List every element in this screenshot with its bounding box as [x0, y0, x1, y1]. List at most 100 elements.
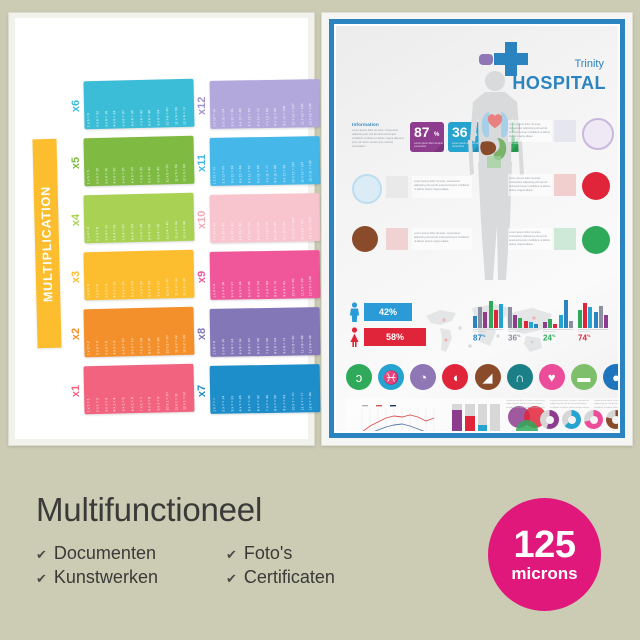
feature-item: ✔ Documenten — [36, 544, 158, 562]
poster-inner-canvas: Trinity HOSPITAL Information Lorem ipsum… — [336, 26, 618, 431]
bar — [578, 310, 583, 328]
equation: 12 x 9 = 108 — [309, 276, 313, 297]
female-icon — [350, 327, 359, 347]
equation: 10 x 8 = 80 — [291, 335, 296, 354]
equation: 4 x 2 = 8 — [113, 340, 117, 355]
sleep-bed-icon: ▬ — [570, 364, 597, 390]
donut-chart — [540, 410, 559, 429]
equation: 12 x 7 = 84 — [309, 392, 313, 411]
equation: 12 x 10 = 120 — [309, 217, 313, 240]
bar — [473, 316, 478, 328]
times-table-label: x11 — [196, 154, 208, 172]
kidney-callout-icon — [582, 172, 610, 200]
equation: 5 x 9 = 45 — [248, 281, 252, 298]
vbar-fill — [477, 424, 488, 431]
brain-callout-icon — [582, 118, 614, 150]
bar — [593, 311, 598, 328]
equation: 9 x 7 = 63 — [283, 394, 287, 411]
male-icon — [349, 302, 360, 322]
vbar-fill — [464, 416, 475, 431]
equation: 9 x 3 = 27 — [157, 280, 161, 297]
equation: 1 x 12 = 12 — [213, 108, 217, 127]
feature-item: ✔ Foto's — [226, 544, 335, 562]
icon-glyph: ◔ — [419, 369, 428, 385]
equation: 4 x 6 = 24 — [113, 110, 117, 127]
information-heading: Information — [352, 122, 379, 127]
bar-stat-label: Lorem ipsum — [578, 329, 608, 333]
hospital-name: HOSPITAL — [512, 73, 606, 93]
equation: 5 x 12 = 60 — [248, 108, 252, 127]
equation: 5 x 5 = 25 — [122, 167, 126, 184]
equation: 10 x 6 = 60 — [165, 107, 170, 126]
equation: 6 x 5 = 30 — [130, 167, 135, 184]
bar — [478, 307, 483, 328]
equation: 1 x 8 = 8 — [213, 340, 217, 355]
equation: 10 x 10 = 100 — [291, 217, 296, 240]
feature-item: ✔ Certificaten — [226, 568, 335, 586]
times-table-label: x4 — [70, 213, 82, 227]
equation: 9 x 6 = 54 — [157, 109, 161, 126]
icon-glyph: ▬ — [577, 369, 591, 385]
equation: 6 x 3 = 18 — [130, 281, 135, 298]
equation: 4 x 11 = 44 — [239, 165, 243, 184]
venn-circle — [516, 420, 538, 431]
bar — [553, 323, 558, 328]
equation: 1 x 7 = 7 — [213, 397, 217, 412]
equation: 6 x 12 = 72 — [256, 108, 261, 127]
times-table-label: x3 — [70, 270, 82, 284]
panel-text-columns: Lorem ipsum dolor sit amet, consectetur … — [506, 400, 618, 410]
feature-item: ✔ Kunstwerken — [36, 568, 158, 586]
equation: 9 x 2 = 18 — [157, 337, 161, 354]
equation: 2 x 8 = 16 — [221, 338, 226, 355]
equation: 4 x 4 = 16 — [113, 224, 117, 241]
equation: 10 x 3 = 30 — [165, 278, 170, 297]
bar — [563, 299, 568, 328]
equation: 9 x 11 = 99 — [283, 164, 287, 183]
donut-chart — [562, 410, 581, 429]
times-table-label: x2 — [70, 327, 82, 341]
times-table-label: x12 — [196, 96, 208, 115]
icon-glyph: ♥ — [547, 369, 556, 385]
icon-glyph: ◢ — [482, 369, 493, 385]
equation: 10 x 5 = 50 — [165, 164, 170, 183]
feature-column-left: ✔ Documenten ✔ Kunstwerken — [36, 544, 158, 592]
equation: 12 x 12 = 144 — [309, 103, 313, 126]
equation: 12 x 5 = 60 — [183, 163, 187, 182]
donut-chart — [606, 410, 618, 429]
liver-icon: ◢ — [474, 364, 501, 390]
check-icon: ✔ — [226, 547, 237, 562]
equation: 2 x 12 = 24 — [221, 108, 226, 127]
kidney-icon: ◖ — [442, 364, 469, 390]
equation: 2 x 5 = 10 — [95, 167, 100, 184]
bar-stat-label: Lorem ipsum — [473, 329, 503, 333]
equation: 2 x 6 = 12 — [95, 110, 100, 127]
liver-callout-icon — [352, 226, 378, 252]
feature-label: Foto's — [243, 543, 293, 563]
equation: 9 x 4 = 36 — [157, 223, 161, 240]
line-chart-icon — [361, 405, 435, 431]
thickness-number: 125 — [513, 524, 576, 567]
percent-caption: Lorem ipsum dolor sit amet consectetur — [452, 141, 481, 149]
equation: 8 x 1 = 8 — [148, 396, 152, 411]
thickness-badge: 125 microns — [488, 498, 601, 611]
donut-chart-row — [540, 410, 618, 429]
kidney-mini-chart — [554, 174, 576, 196]
equation: 1 x 9 = 9 — [213, 283, 217, 298]
equation: 5 x 8 = 40 — [248, 338, 252, 355]
bar — [604, 314, 609, 328]
bar-stat-24: Lorem ipsum 24% — [543, 298, 574, 342]
equation: 6 x 9 = 54 — [256, 281, 261, 298]
promo-headline: Multifunctioneel — [36, 491, 263, 528]
percent-caption: Lorem ipsum dolor sit amet consectetur — [414, 141, 443, 149]
medical-cross-icon — [494, 42, 528, 76]
bar-stat-87: Lorem ipsum 87% — [473, 298, 504, 342]
equation: 5 x 3 = 15 — [122, 281, 126, 298]
equation: 8 x 3 = 24 — [148, 280, 152, 297]
times-table-label: x9 — [196, 270, 208, 284]
times-table-label: x1 — [70, 384, 82, 398]
stomach-icon: ɔ — [346, 364, 372, 390]
bar — [488, 301, 493, 328]
equation: 10 x 2 = 20 — [165, 335, 170, 354]
vbar-fill — [452, 410, 462, 431]
